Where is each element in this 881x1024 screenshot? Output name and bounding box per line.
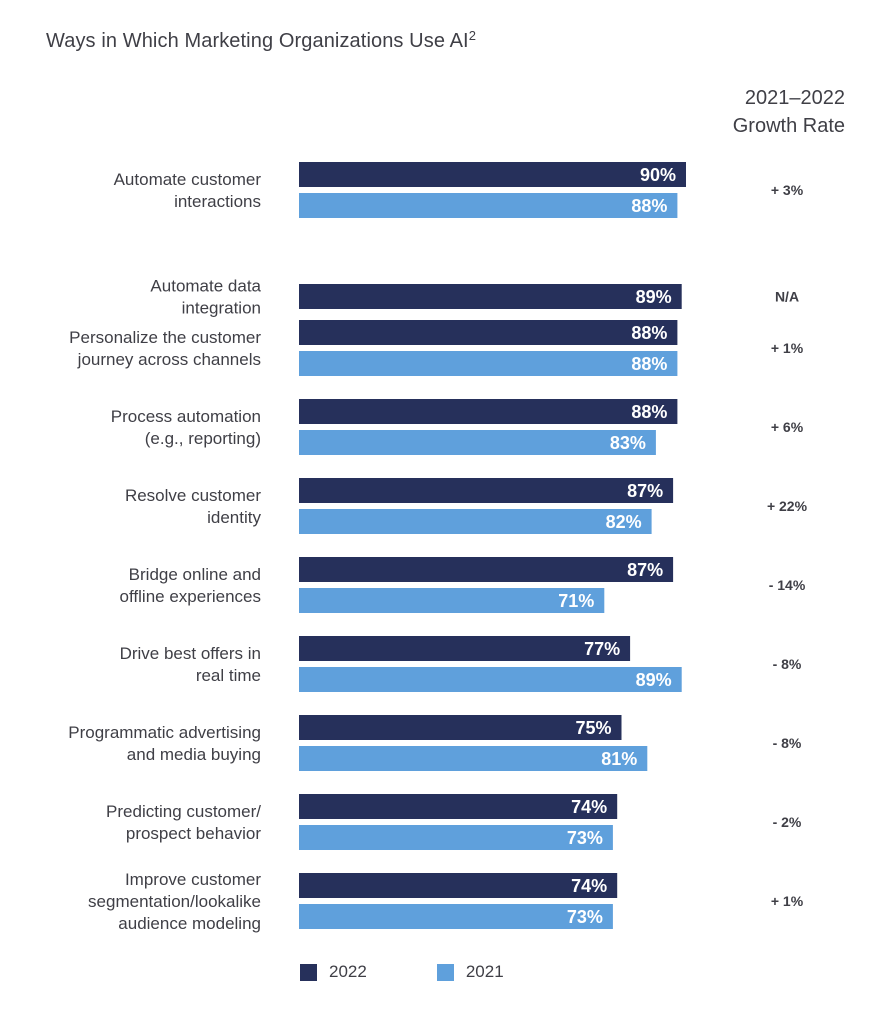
- data-label-2022-2: 88%: [631, 323, 667, 343]
- category-label-1: Automate data: [150, 277, 261, 296]
- data-label-2021-7: 81%: [601, 749, 637, 769]
- category-label-4: Resolve customer: [125, 486, 261, 505]
- bar-2021-3: [299, 430, 656, 455]
- bar-2022-5: [299, 557, 674, 582]
- data-label-2021-2: 88%: [631, 354, 667, 374]
- growth-rate-2: + 1%: [771, 340, 804, 356]
- category-label-9: Improve customer: [125, 870, 261, 889]
- data-label-2022-0: 90%: [640, 165, 676, 185]
- category-label-9: audience modeling: [118, 914, 261, 933]
- data-label-2021-3: 83%: [610, 433, 646, 453]
- category-label-5: Bridge online and: [129, 565, 261, 584]
- category-label-4: identity: [207, 508, 261, 527]
- growth-header-line-2: Growth Rate: [732, 115, 845, 137]
- legend-item-2021: 2021: [436, 962, 504, 982]
- growth-header-line-1: 2021–2022: [744, 87, 845, 109]
- category-label-7: Programmatic advertising: [68, 723, 261, 742]
- growth-rate-1: N/A: [775, 289, 799, 305]
- data-label-2021-8: 73%: [567, 828, 603, 848]
- title-footnote: 2: [468, 28, 477, 43]
- growth-rate-9: + 1%: [771, 893, 804, 909]
- bar-2021-0: [299, 193, 678, 218]
- bar-2022-4: [299, 478, 674, 503]
- bar-2022-9: [299, 873, 618, 898]
- growth-rate-3: + 6%: [771, 419, 804, 435]
- category-label-1: integration: [182, 299, 261, 318]
- bar-2021-8: [299, 825, 613, 850]
- bar-2022-6: [299, 636, 631, 661]
- category-label-2: journey across channels: [77, 350, 261, 369]
- category-label-9: segmentation/lookalike: [88, 892, 261, 911]
- data-label-2022-7: 75%: [575, 718, 611, 738]
- bar-2021-6: [299, 667, 682, 692]
- legend-swatch-2022: [300, 963, 317, 981]
- data-label-2022-6: 77%: [584, 639, 620, 659]
- bar-2021-5: [299, 588, 605, 613]
- growth-rate-header: 2021–2022 Growth Rate: [690, 84, 845, 140]
- bar-2022-1: [299, 284, 682, 309]
- data-label-2022-4: 87%: [627, 481, 663, 501]
- category-label-6: real time: [196, 666, 261, 685]
- bar-2021-9: [299, 904, 613, 929]
- category-label-2: Personalize the customer: [69, 328, 261, 347]
- category-label-7: and media buying: [127, 745, 261, 764]
- category-label-3: (e.g., reporting): [145, 429, 261, 448]
- growth-rate-8: - 2%: [773, 814, 802, 830]
- bar-2021-4: [299, 509, 652, 534]
- legend-item-2022: 2022: [300, 962, 367, 982]
- bar-2022-3: [299, 399, 678, 424]
- legend-swatch-2021: [436, 963, 454, 981]
- legend-label-2022: 2022: [329, 962, 367, 981]
- growth-rate-6: - 8%: [773, 656, 802, 672]
- category-label-8: Predicting customer/: [106, 802, 261, 821]
- data-label-2022-3: 88%: [631, 402, 667, 422]
- bar-2022-8: [299, 794, 618, 819]
- data-label-2022-9: 74%: [571, 876, 607, 896]
- data-label-2021-9: 73%: [567, 907, 603, 927]
- bar-2022-7: [299, 715, 622, 740]
- growth-rate-4: + 22%: [767, 498, 808, 514]
- legend-label-2021: 2021: [465, 962, 504, 981]
- bar-2021-2: [299, 351, 678, 376]
- category-label-6: Drive best offers in: [120, 644, 261, 663]
- data-label-2021-4: 82%: [606, 512, 642, 532]
- category-label-5: offline experiences: [120, 587, 261, 606]
- data-label-2021-0: 88%: [631, 196, 667, 216]
- bar-2021-7: [299, 746, 648, 771]
- bar-2022-2: [299, 320, 678, 345]
- category-label-0: Automate customer: [114, 170, 262, 189]
- data-label-2021-6: 89%: [636, 670, 672, 690]
- category-label-0: interactions: [174, 192, 261, 211]
- chart-title: Ways in Which Marketing Organizations Us…: [46, 28, 477, 52]
- data-label-2022-1: 89%: [636, 287, 672, 307]
- legend: 2022 2021: [300, 962, 574, 982]
- data-label-2022-8: 74%: [571, 797, 607, 817]
- category-label-3: Process automation: [111, 407, 261, 426]
- growth-rate-5: - 14%: [769, 577, 806, 593]
- bar-2022-0: [299, 162, 686, 187]
- data-label-2022-5: 87%: [627, 560, 663, 580]
- growth-rate-7: - 8%: [773, 735, 802, 751]
- growth-rate-0: + 3%: [771, 182, 804, 198]
- category-label-8: prospect behavior: [126, 824, 261, 843]
- data-label-2021-5: 71%: [558, 591, 594, 611]
